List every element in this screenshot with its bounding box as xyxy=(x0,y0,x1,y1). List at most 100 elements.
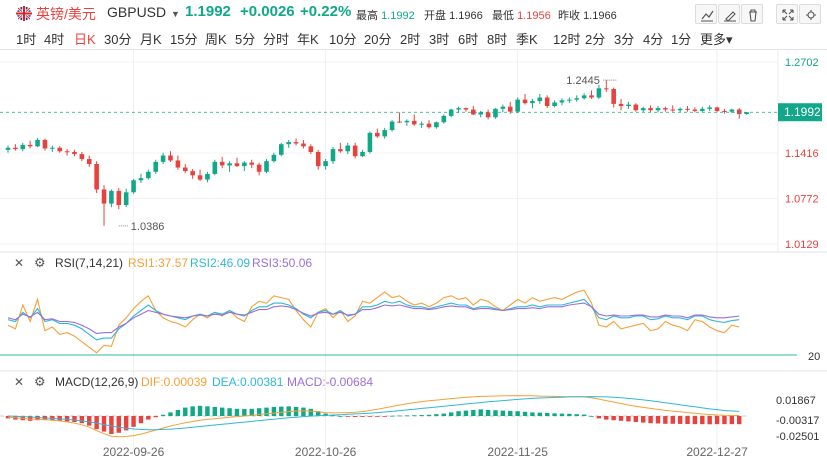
tab-3[interactable]: 30分 xyxy=(104,32,132,47)
tab-10[interactable]: 10分 xyxy=(329,32,357,47)
candle-body xyxy=(648,108,653,111)
macd-bar xyxy=(737,416,742,425)
delete-tool-icon[interactable] xyxy=(741,4,763,24)
tab-1[interactable]: 4时 xyxy=(44,32,65,47)
macd-bar xyxy=(478,409,483,416)
kline-chart[interactable]: 1.2445 1.0386 1.1992 1.2702 1.1416 1.0772 1.0… xyxy=(0,50,827,465)
macd-value: MACD:-0.00684 xyxy=(287,375,374,389)
rsi-panel: 20 xyxy=(0,289,820,363)
tab-9[interactable]: 年K xyxy=(297,32,319,47)
macd-bar xyxy=(618,416,624,421)
macd-bar xyxy=(123,416,129,431)
tab-18[interactable]: 2分 xyxy=(585,32,606,47)
macd-bar xyxy=(367,416,373,417)
macd-tick: 0.01867 xyxy=(776,395,816,407)
tab-16[interactable]: 季K xyxy=(516,32,538,47)
candle-body xyxy=(64,151,70,153)
settings-icon[interactable] xyxy=(799,4,821,24)
candle-body xyxy=(677,108,683,111)
macd-panel: 0.01867 -0.00317 -0.02501 xyxy=(0,395,819,443)
tab-14[interactable]: 6时 xyxy=(458,32,479,47)
macd-bar xyxy=(35,416,40,421)
tab-22[interactable]: 更多▾ xyxy=(700,32,733,47)
macd-tick: -0.00317 xyxy=(776,415,819,427)
tab-2[interactable]: 日K xyxy=(74,32,96,47)
tab-15[interactable]: 8时 xyxy=(487,32,508,47)
macd-bar xyxy=(537,412,543,416)
macd-bar xyxy=(456,411,461,416)
macd-bar xyxy=(692,416,698,425)
macd-bar xyxy=(552,413,557,416)
candle-body xyxy=(345,145,351,152)
candle-body xyxy=(138,178,144,181)
rsi-title: RSI(7,14,21) xyxy=(55,256,124,270)
macd-bar xyxy=(308,408,314,416)
macd-bar xyxy=(567,413,572,416)
candle-body xyxy=(57,147,62,152)
stat-0: 最高 1.1992 xyxy=(356,7,415,23)
tab-20[interactable]: 4分 xyxy=(643,32,664,47)
macd-bar xyxy=(404,415,410,417)
candle-body xyxy=(581,95,587,99)
macd-close-icon[interactable]: ✕ xyxy=(14,375,25,389)
tab-0[interactable]: 1时 xyxy=(16,32,37,47)
rsi-line-3 xyxy=(7,302,740,335)
candle-body xyxy=(700,108,705,111)
tab-11[interactable]: 20分 xyxy=(364,32,392,47)
candle-body xyxy=(20,144,26,150)
tab-6[interactable]: 周K xyxy=(205,32,227,47)
stat-2: 最低 1.1956 xyxy=(492,7,551,23)
tab-17[interactable]: 12时 xyxy=(553,32,581,47)
macd-bar xyxy=(160,414,166,416)
macd-bar xyxy=(64,416,70,422)
candle-body xyxy=(27,144,33,147)
macd-bar xyxy=(397,415,402,417)
tab-19[interactable]: 3分 xyxy=(614,32,635,47)
rsi-close-icon[interactable]: ✕ xyxy=(14,256,25,270)
line-tool-icon[interactable] xyxy=(695,4,717,24)
candle-body xyxy=(219,161,225,166)
tab-13[interactable]: 3时 xyxy=(429,32,450,47)
macd-bar xyxy=(530,412,535,416)
macd-bar xyxy=(87,416,92,426)
candle-body xyxy=(72,151,77,155)
macd-bar xyxy=(648,416,653,424)
candle-body xyxy=(485,112,491,118)
rsi-settings-icon[interactable]: ⚙ xyxy=(34,255,46,270)
candle-body xyxy=(603,88,609,90)
macd-bar xyxy=(419,415,424,416)
tab-12[interactable]: 2时 xyxy=(400,32,421,47)
price-axis: 1.1992 1.2702 1.1416 1.0772 1.0129 xyxy=(778,57,822,251)
candle-body xyxy=(382,130,387,137)
candle-body xyxy=(722,110,727,112)
macd-bar xyxy=(360,416,365,417)
draw-tool-icon[interactable] xyxy=(718,4,740,24)
annotation-high: 1.2445 xyxy=(566,75,600,87)
macd-bar xyxy=(212,407,218,416)
macd-bar xyxy=(448,412,454,416)
tab-8[interactable]: 分时 xyxy=(263,32,290,47)
rsi-level-label: 20 xyxy=(808,351,820,363)
macd-settings-icon[interactable]: ⚙ xyxy=(34,374,46,389)
candle-body xyxy=(50,147,55,149)
tab-7[interactable]: 5分 xyxy=(235,32,256,47)
macd-bar xyxy=(581,414,587,416)
price-change: +0.0026 xyxy=(240,3,295,20)
candle-body xyxy=(441,115,447,123)
macd-bar xyxy=(175,410,181,416)
candle-body xyxy=(109,190,114,204)
tab-21[interactable]: 1分 xyxy=(671,32,692,47)
macd-bar xyxy=(722,416,727,425)
symbol-dropdown-icon[interactable]: ▼ xyxy=(171,9,180,19)
header-divider xyxy=(0,49,827,50)
candle-body xyxy=(338,149,343,152)
tab-4[interactable]: 月K xyxy=(140,32,162,47)
instrument-symbol[interactable]: GBPUSD xyxy=(107,4,167,20)
tab-5[interactable]: 15分 xyxy=(170,32,198,47)
macd-bar xyxy=(79,416,85,424)
price-tick: 1.0129 xyxy=(785,239,819,251)
fullscreen-icon[interactable] xyxy=(776,4,798,24)
candle-body xyxy=(596,88,602,98)
stat-3: 昨收 1.1966 xyxy=(558,7,617,23)
stat-label: 最高 xyxy=(356,10,382,22)
